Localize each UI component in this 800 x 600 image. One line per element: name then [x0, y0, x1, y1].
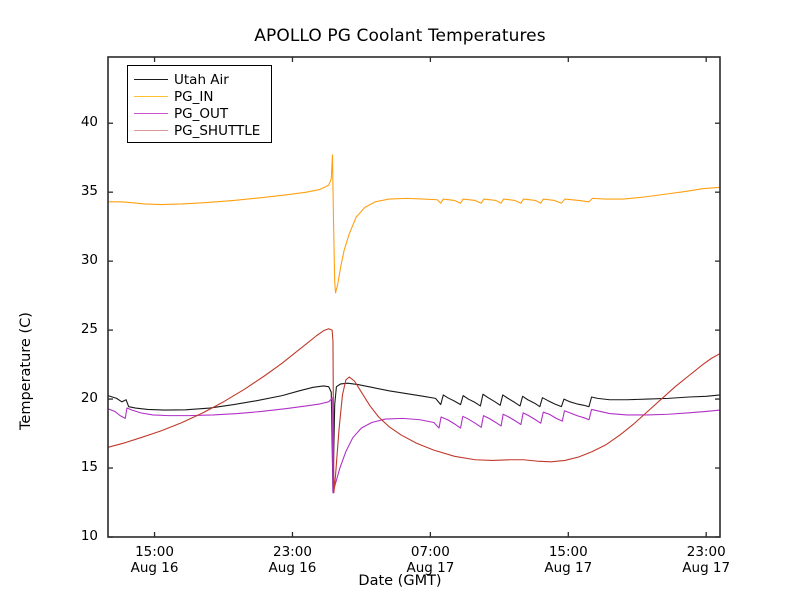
x-tick-time: 07:00 — [410, 544, 450, 560]
legend-label: Utah Air — [174, 72, 229, 88]
chart-title: APOLLO PG Coolant Temperatures — [254, 26, 546, 46]
axis-ticks-group — [108, 57, 720, 538]
legend-label: PG_IN — [174, 89, 214, 105]
series-line-pg-shuttle — [107, 328, 721, 494]
x-tick-label: 07:00 Aug 17 — [380, 544, 480, 576]
x-tick-time: 15:00 — [135, 544, 174, 560]
y-tick-label: 40 — [80, 114, 98, 131]
x-tick-label: 15:00 Aug 17 — [518, 544, 618, 576]
y-tick-label: 25 — [80, 321, 98, 338]
legend-entry: PG_SHUTTLE — [128, 122, 273, 140]
x-tick-label: 15:00 Aug 16 — [105, 544, 205, 576]
x-tick-label: 23:00 Aug 16 — [242, 544, 342, 576]
y-tick-label: 10 — [80, 528, 98, 544]
x-tick-time: 15:00 — [548, 544, 588, 560]
x-tick-time: 23:00 — [273, 544, 312, 560]
x-tick-label: 23:00 Aug 17 — [656, 544, 756, 576]
x-tick-date: Aug 17 — [682, 560, 731, 576]
plot-frame — [107, 56, 721, 538]
x-tick-date: Aug 17 — [544, 560, 593, 576]
legend-swatch — [134, 96, 168, 98]
x-tick-date: Aug 16 — [268, 560, 317, 576]
x-tick-date: Aug 17 — [406, 560, 455, 576]
legend-label: PG_SHUTTLE — [174, 123, 261, 139]
legend-swatch — [134, 130, 168, 132]
legend-swatch — [134, 79, 168, 81]
series-line-utah-air — [107, 382, 721, 493]
legend-entry: Utah Air — [128, 71, 273, 89]
legend-label: PG_OUT — [174, 106, 229, 122]
legend-swatch — [134, 113, 168, 115]
series-line-pg-in — [107, 154, 721, 294]
series-line-pg-out — [107, 397, 721, 494]
y-tick-label: 15 — [80, 459, 98, 476]
x-axis-label: Date (GMT) — [358, 573, 442, 589]
x-tick-time: 23:00 — [686, 544, 726, 560]
y-tick-label: 20 — [80, 390, 98, 407]
x-tick-date: Aug 16 — [130, 560, 179, 576]
series-group — [107, 154, 721, 494]
legend-entry: PG_OUT — [128, 105, 273, 123]
legend-entry: PG_IN — [128, 88, 273, 106]
y-tick-label: 35 — [80, 183, 98, 200]
chart-legend: Utah Air PG_IN PG_OUT PG_SHUTTLE — [127, 65, 272, 143]
y-tick-label: 30 — [80, 252, 98, 269]
